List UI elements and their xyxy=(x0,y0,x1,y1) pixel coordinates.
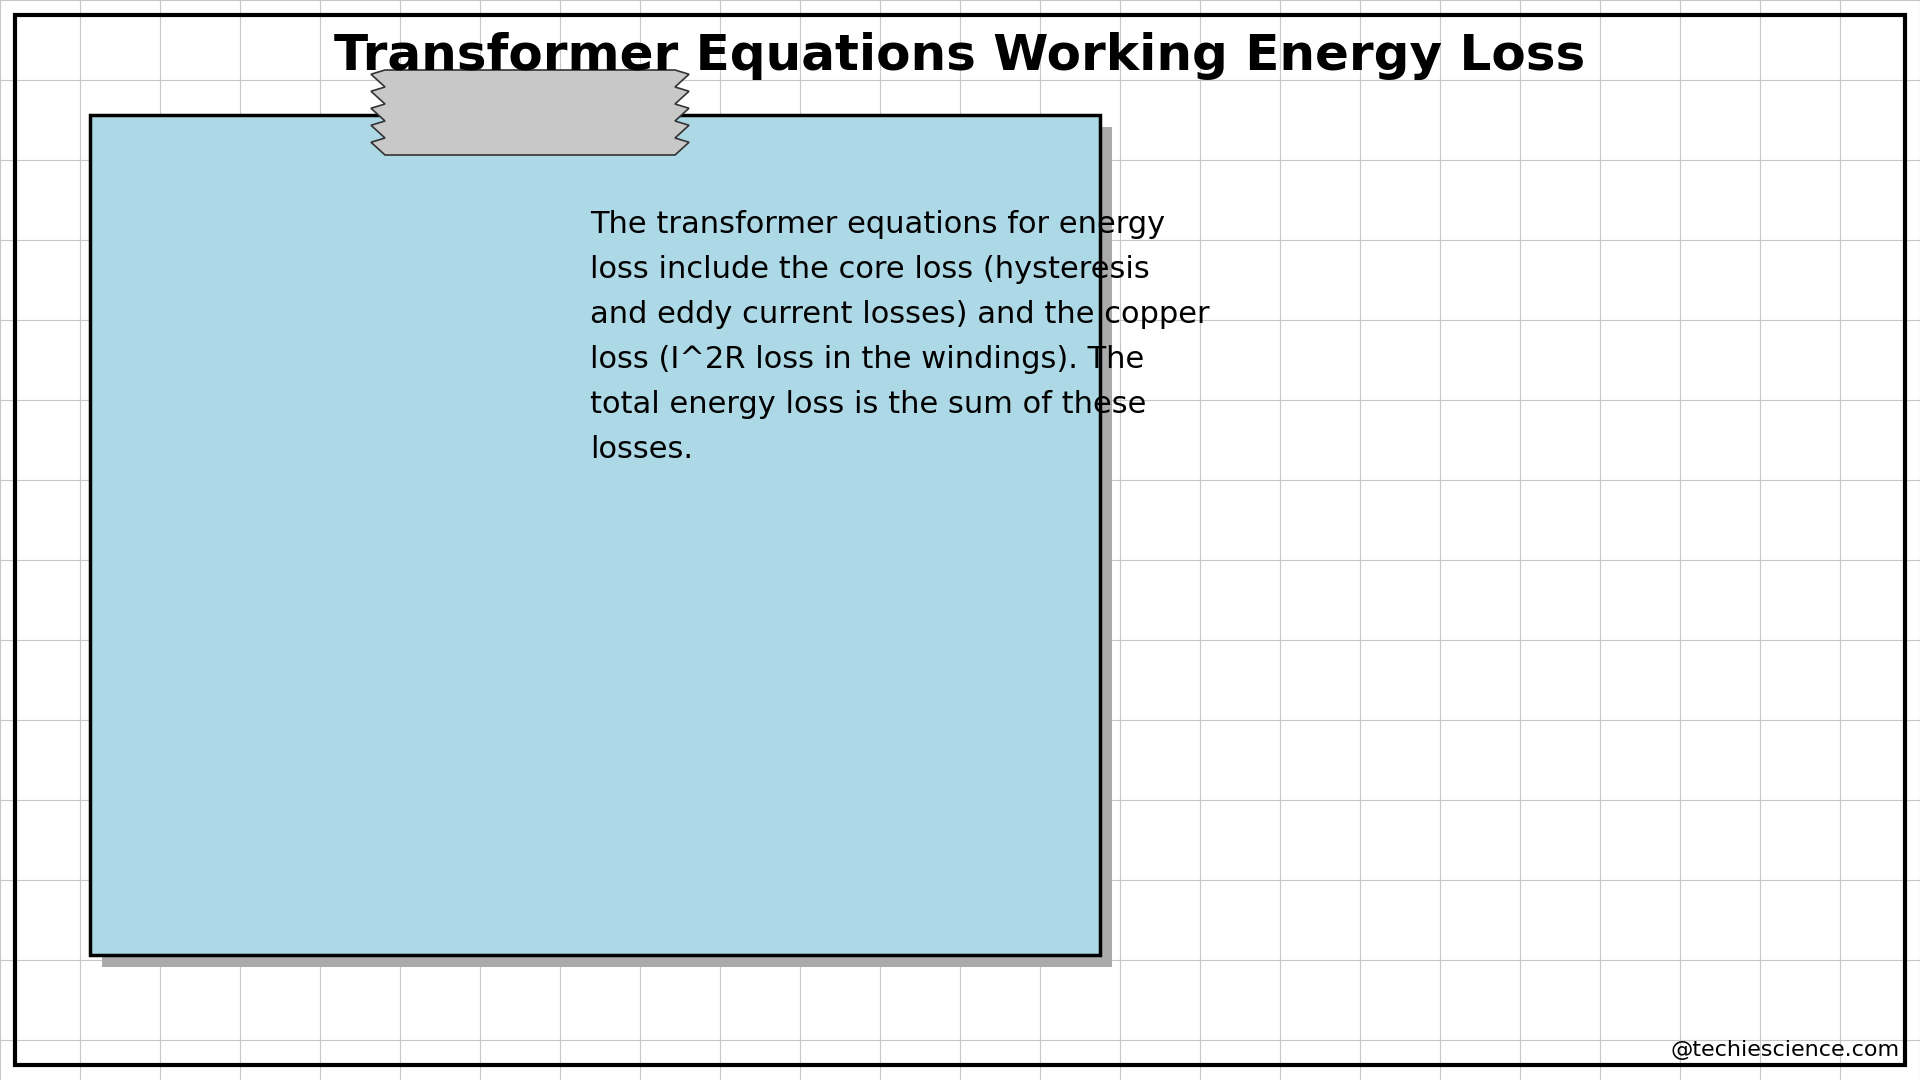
Text: Transformer Equations Working Energy Loss: Transformer Equations Working Energy Los… xyxy=(334,32,1586,80)
Bar xyxy=(102,127,1112,967)
Bar xyxy=(90,114,1100,955)
Text: @techiescience.com: @techiescience.com xyxy=(1670,1040,1901,1059)
Text: The transformer equations for energy
loss include the core loss (hysteresis
and : The transformer equations for energy los… xyxy=(589,210,1210,464)
Polygon shape xyxy=(371,70,689,156)
